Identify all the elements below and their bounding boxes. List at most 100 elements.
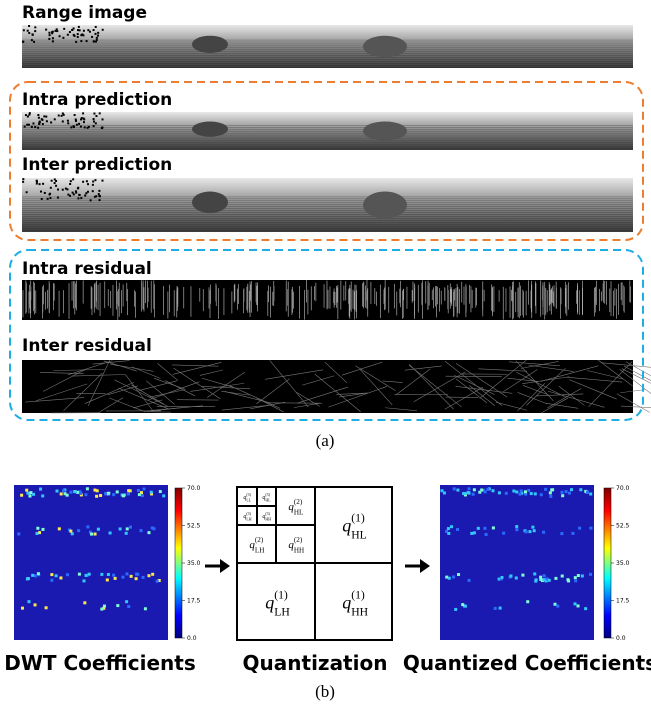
coef	[152, 527, 155, 530]
coef	[86, 487, 89, 490]
coef	[589, 573, 592, 576]
coef	[584, 607, 587, 610]
coef	[41, 494, 44, 497]
label: Inter prediction	[22, 155, 172, 175]
coef	[71, 532, 74, 535]
speck	[82, 181, 84, 183]
coef	[533, 529, 536, 532]
image-layer	[14, 25, 651, 640]
speck	[84, 195, 86, 197]
speck	[95, 115, 97, 117]
coef	[521, 574, 524, 577]
speck	[28, 124, 30, 126]
coef	[42, 528, 45, 531]
speck	[73, 125, 75, 127]
coef	[483, 527, 486, 530]
caption: (b)	[315, 682, 335, 701]
coef	[34, 603, 37, 606]
speck	[41, 198, 43, 200]
speck	[67, 120, 69, 122]
coef	[530, 492, 533, 495]
coef	[448, 577, 451, 580]
subscript: LL	[246, 499, 251, 503]
coef	[77, 529, 80, 532]
colorbar-tick-label: 52.5	[616, 523, 630, 530]
speck	[76, 124, 78, 126]
speck	[77, 29, 79, 31]
label: Range image	[22, 3, 147, 23]
coef	[88, 573, 91, 576]
object	[192, 36, 228, 53]
speck	[98, 195, 100, 197]
coef	[570, 488, 573, 491]
speck	[63, 114, 65, 116]
speck	[62, 120, 64, 122]
speck	[83, 118, 85, 120]
coef	[66, 494, 69, 497]
speck	[102, 118, 104, 120]
coef	[99, 494, 102, 497]
subscript: LH	[274, 606, 290, 619]
speck	[22, 181, 24, 183]
subband-label: q(3)LH	[243, 512, 251, 522]
coef	[141, 494, 144, 497]
coef	[581, 575, 584, 578]
speck	[80, 126, 82, 128]
coef	[560, 532, 563, 535]
coef	[456, 489, 459, 492]
speck	[36, 183, 38, 185]
subscript: LH	[246, 518, 251, 522]
coef	[104, 492, 107, 495]
colorbar-tick-label: 52.5	[187, 523, 201, 530]
speck	[80, 197, 82, 199]
speck	[71, 29, 73, 31]
coef	[66, 573, 69, 576]
speck	[32, 122, 34, 124]
subscript: HL	[294, 508, 304, 516]
coef	[586, 491, 589, 494]
coef	[112, 574, 115, 577]
coef	[151, 573, 154, 576]
speck	[26, 124, 28, 126]
coef	[135, 577, 138, 580]
speck	[70, 180, 72, 182]
coef	[589, 527, 592, 530]
speck	[38, 117, 40, 119]
speck	[96, 39, 98, 41]
coef	[93, 489, 96, 492]
speck	[93, 118, 95, 120]
object	[363, 192, 407, 219]
coef	[515, 490, 518, 493]
coef	[470, 532, 473, 535]
speck	[33, 41, 35, 43]
speck	[42, 123, 44, 125]
speck	[54, 30, 56, 32]
coef	[491, 489, 494, 492]
speck	[57, 189, 59, 191]
subband-grid	[237, 487, 392, 640]
coef	[468, 487, 471, 490]
speck	[25, 114, 27, 116]
speck	[90, 199, 92, 201]
subscript: HL	[351, 529, 367, 542]
coef	[549, 495, 552, 498]
coef	[147, 531, 150, 534]
speck	[52, 40, 54, 42]
object	[363, 36, 407, 58]
coef	[50, 573, 53, 576]
speck	[46, 120, 48, 122]
speck	[48, 32, 50, 34]
speck	[75, 192, 77, 194]
coef	[566, 578, 569, 581]
coef	[27, 600, 30, 603]
symbol: q	[342, 515, 351, 535]
speck	[102, 29, 104, 31]
coef	[79, 492, 82, 495]
coef	[520, 489, 523, 492]
coef	[561, 494, 564, 497]
speck	[80, 118, 82, 120]
coef	[58, 527, 61, 530]
coef	[492, 526, 495, 529]
speck	[96, 37, 98, 39]
speck	[87, 127, 89, 129]
